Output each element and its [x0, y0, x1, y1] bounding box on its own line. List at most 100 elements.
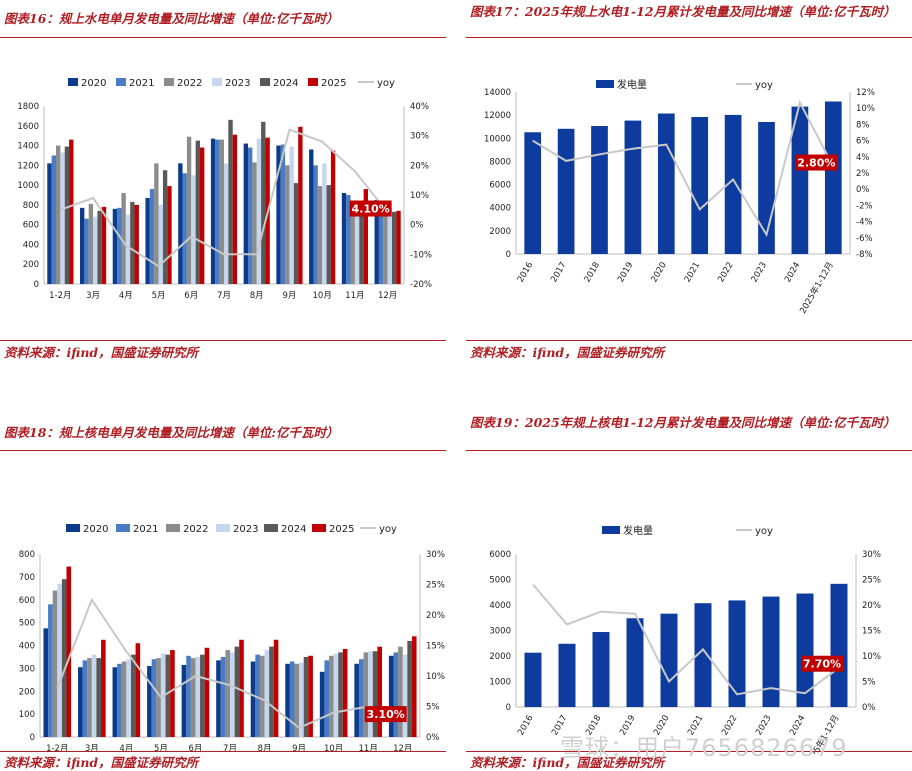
y-tick-label: 4000	[489, 601, 511, 611]
y-tick-label: 6000	[489, 550, 511, 560]
bar-2022	[156, 658, 161, 737]
y-tick-label: 3000	[489, 627, 511, 637]
bar-2022	[350, 206, 355, 284]
legend-label: 2024	[273, 78, 298, 89]
y2-tick-label: 10%	[862, 652, 881, 662]
bar-2022	[294, 663, 300, 737]
y-tick-label: 0	[30, 733, 35, 743]
bar-2023	[93, 216, 98, 284]
x-tick-label: 2017	[549, 261, 568, 285]
bar-2025	[239, 639, 244, 737]
bar-2022	[363, 652, 369, 737]
bar-2024	[165, 654, 171, 737]
y2-tick-label: 30%	[410, 132, 429, 142]
bar	[791, 106, 809, 254]
legend-swatch	[602, 526, 620, 534]
x-tick-label: 2022	[716, 261, 735, 285]
y2-tick-label: 20%	[862, 601, 881, 611]
y-tick-label: 0	[506, 703, 511, 713]
legend-label: 2020	[83, 524, 108, 535]
y-tick-label: 800	[19, 550, 35, 560]
bar-2023	[402, 654, 408, 737]
panel-19: 图表19：2025年规上核电1-12月累计发电量及同比增速（单位:亿千瓦时） 0…	[466, 414, 912, 771]
bar-2020	[112, 667, 118, 737]
bar	[830, 583, 848, 707]
bar-2022	[219, 139, 224, 284]
y2-tick-label: 30%	[426, 550, 445, 560]
y2-tick-label: 0%	[410, 221, 424, 231]
y-tick-label: 14000	[484, 88, 511, 98]
legend-label: 2022	[183, 524, 208, 535]
panel-17: 图表17：2025年规上水电1-12月累计发电量及同比增速（单位:亿千瓦时） 0…	[466, 0, 912, 372]
y2-tick-label: 10%	[410, 191, 429, 201]
y-tick-label: 1800	[17, 102, 39, 112]
bar-2021	[393, 652, 399, 737]
legend-swatch	[312, 524, 326, 532]
bar	[762, 596, 780, 707]
y2-tick-label: 0%	[856, 185, 870, 195]
bar-2025	[273, 639, 279, 737]
bar-2021	[346, 195, 351, 284]
bar-2025	[330, 150, 336, 284]
bar-2020	[43, 628, 49, 737]
bar-2022	[383, 211, 388, 284]
bar-2021	[280, 144, 286, 284]
source-note: 资料来源：ifind，国盛证券研究所	[4, 345, 199, 360]
y2-tick-label: 25%	[426, 581, 445, 591]
bar-2021	[289, 661, 295, 737]
x-tick-label: 2021	[683, 261, 702, 285]
bar	[626, 618, 644, 707]
source-note: 资料来源：ifind，国盛证券研究所	[470, 345, 665, 360]
bar-2024	[407, 640, 412, 737]
legend-swatch	[116, 524, 130, 532]
legend-label: yoy	[379, 524, 397, 535]
bar-2023	[264, 650, 270, 737]
y-tick-label: 10000	[484, 134, 511, 144]
x-tick-label: 3月	[86, 291, 100, 301]
bar-2021	[255, 654, 260, 737]
bar-2024	[61, 579, 67, 737]
bar-2023	[289, 146, 294, 284]
bar-2023	[158, 204, 163, 284]
bar-2022	[88, 203, 94, 284]
chart-title: 图表16：规上水电单月发电量及同比增速（单位:亿千瓦时）	[4, 11, 339, 26]
x-tick-label: 2023	[750, 261, 769, 285]
y-tick-label: 0	[34, 280, 39, 290]
legend-label: 发电量	[623, 524, 653, 537]
bar-2020	[145, 197, 150, 284]
y2-tick-label: 15%	[426, 642, 445, 652]
bar-2025	[134, 204, 139, 284]
x-tick-label: 4月	[119, 744, 133, 754]
legend-label: 发电量	[617, 78, 647, 91]
legend-swatch	[116, 78, 126, 86]
y-tick-label: 6000	[489, 181, 511, 191]
bar-2024	[372, 651, 378, 737]
y-tick-label: 400	[19, 642, 35, 652]
bar-2021	[149, 189, 155, 284]
x-tick-label: 11月	[359, 744, 378, 754]
bar-2020	[354, 663, 359, 737]
bar-2021	[84, 218, 89, 284]
bar-2020	[285, 663, 290, 737]
bar	[796, 593, 814, 707]
yoy-line	[532, 583, 840, 696]
bar-2025	[101, 639, 106, 737]
y2-tick-label: 25%	[862, 576, 881, 586]
y2-tick-label: 2%	[856, 169, 870, 179]
legend-label: 2025	[329, 524, 354, 535]
x-tick-label: 10月	[313, 291, 332, 301]
bar	[558, 643, 576, 707]
chart-17: 0 2000 4000 6000 8000 10000 12000 14000 -8% -6% -4…	[484, 78, 875, 316]
legend-swatch	[66, 524, 80, 532]
legend-swatch	[260, 78, 270, 86]
y-tick-label: 1000	[489, 678, 511, 688]
legend-label: 2022	[177, 78, 202, 89]
watermark: 雪球：用户7656826679	[560, 734, 848, 762]
legend-label: 2025	[321, 78, 346, 89]
legend-swatch	[216, 524, 230, 532]
y-tick-label: 8000	[489, 157, 511, 167]
bar-2023	[256, 138, 262, 284]
bar-2025	[411, 636, 417, 737]
bar	[557, 128, 575, 254]
bar-2022	[52, 590, 58, 737]
